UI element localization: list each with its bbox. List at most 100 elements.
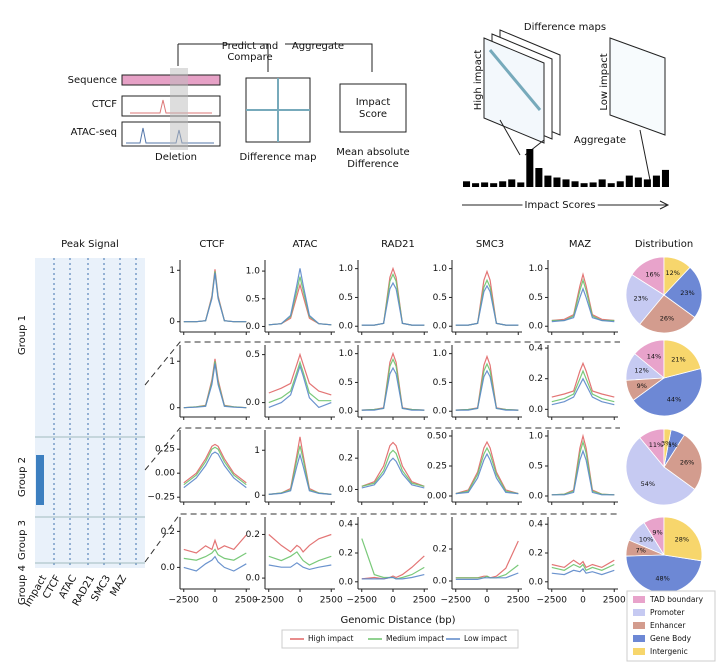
profile-line <box>268 364 332 409</box>
legend-label: Gene Body <box>650 634 692 643</box>
profile-line <box>183 555 247 572</box>
pie-label: 54% <box>641 480 655 488</box>
legend-label: Enhancer <box>650 621 686 630</box>
impact-bar <box>544 175 552 187</box>
score-label: Score <box>359 109 387 120</box>
profile-line <box>361 266 425 326</box>
x-tick-label: −2500 <box>347 596 378 606</box>
deletion-label: Deletion <box>155 152 197 163</box>
impact-bar <box>463 181 471 187</box>
score-axis-label: Impact Scores <box>525 200 596 211</box>
profile-line <box>268 360 332 404</box>
profile-line <box>183 361 247 409</box>
y-tick-label: 1 <box>169 266 175 276</box>
x-tick-label: 2500 <box>320 596 343 606</box>
zoom-line <box>144 427 620 471</box>
pie-label: 11% <box>649 441 663 449</box>
profile-line <box>551 369 615 403</box>
pie-slice <box>663 339 702 379</box>
profile-line <box>268 533 332 553</box>
pie-slice <box>663 256 691 297</box>
column-title: CTCF <box>199 239 224 250</box>
y-tick-label: 0 <box>169 317 175 327</box>
profile-line <box>268 352 332 396</box>
pie-slice <box>625 274 665 325</box>
y-tick-label: 0.2 <box>339 454 353 464</box>
profile-line <box>455 572 519 580</box>
y-tick-label: 0.0 <box>246 322 261 332</box>
low-label: Low impact <box>599 53 610 110</box>
legend-swatch <box>633 596 645 603</box>
pie-slice <box>663 516 703 562</box>
column-title: ATAC <box>292 239 317 250</box>
legend-label: Medium impact <box>386 634 444 643</box>
score-axis <box>462 200 670 210</box>
profile-line <box>551 563 615 572</box>
x-tick-label: 0 <box>297 596 303 606</box>
predict-label: Compare <box>227 52 272 63</box>
deletion-region <box>170 68 188 150</box>
y-tick-label: 0.0 <box>529 492 544 502</box>
y-tick-label: −0.25 <box>147 493 175 503</box>
profile-line <box>268 282 332 326</box>
pie-label: 14% <box>647 353 661 361</box>
y-tick-label: 0.5 <box>339 293 353 303</box>
profile-line <box>268 551 332 566</box>
profile-line <box>551 449 615 496</box>
y-tick-label: 0.2 <box>339 549 353 559</box>
impact-bar <box>661 169 669 187</box>
x-tick-label: 0 <box>580 596 586 606</box>
y-tick-label: 0.4 <box>529 344 544 354</box>
pie-title: Distribution <box>635 239 693 250</box>
profile-line <box>551 559 615 569</box>
column-title: SMC3 <box>476 239 504 250</box>
impact-bar <box>517 182 525 187</box>
y-tick-label: 0.5 <box>339 378 353 388</box>
y-tick-label: 0.5 <box>433 378 447 388</box>
profile-line <box>551 433 615 496</box>
legend-box <box>281 629 519 649</box>
pie-label: 6% <box>668 441 678 449</box>
map-cross <box>246 78 310 142</box>
y-tick-label: 0.2 <box>529 374 543 384</box>
score-label: Impact <box>356 97 391 108</box>
profile-line <box>361 449 425 487</box>
profile-line <box>455 564 519 579</box>
y-tick-label: 0 <box>169 403 175 413</box>
pie-label: 16% <box>645 270 659 278</box>
heatmap-col-label: MAZ <box>109 573 130 598</box>
impact-bar <box>580 183 588 187</box>
profile-line <box>455 446 519 495</box>
impact-bar <box>490 183 498 187</box>
y-tick-label: 1.0 <box>529 264 544 274</box>
heatmap-bg <box>35 258 145 568</box>
pie-label: 3% <box>661 440 671 448</box>
pie-label: 10% <box>639 536 653 544</box>
legend-label: TAD boundary <box>649 595 704 604</box>
profile-line <box>551 377 615 406</box>
x-tick-label: 2500 <box>507 596 530 606</box>
impact-bar <box>526 149 534 187</box>
y-tick-label: 0.0 <box>529 577 544 587</box>
y-tick-label: 1.0 <box>339 264 354 274</box>
mean-label: Mean absolute <box>336 147 409 158</box>
y-tick-label: 0.25 <box>155 445 175 455</box>
profile-line <box>361 555 425 580</box>
y-tick-label: 0.50 <box>427 432 447 442</box>
group-label: Group 3 <box>17 520 28 560</box>
map-diag <box>488 49 542 111</box>
impact-bar <box>652 175 660 187</box>
column-title: MAZ <box>569 239 591 250</box>
impact-bar <box>472 183 480 187</box>
high-label: High impact <box>473 50 484 111</box>
maps-title: Difference maps <box>524 22 606 33</box>
x-tick-label: 2500 <box>603 596 626 606</box>
legend-swatch <box>633 609 645 616</box>
x-tick-label: 0 <box>212 596 218 606</box>
profile-line <box>361 538 425 580</box>
impact-bar <box>562 179 570 187</box>
y-tick-label: 0.0 <box>339 322 354 332</box>
impact-bar <box>634 177 642 187</box>
impact-bar <box>616 181 624 187</box>
diagram <box>121 29 670 210</box>
